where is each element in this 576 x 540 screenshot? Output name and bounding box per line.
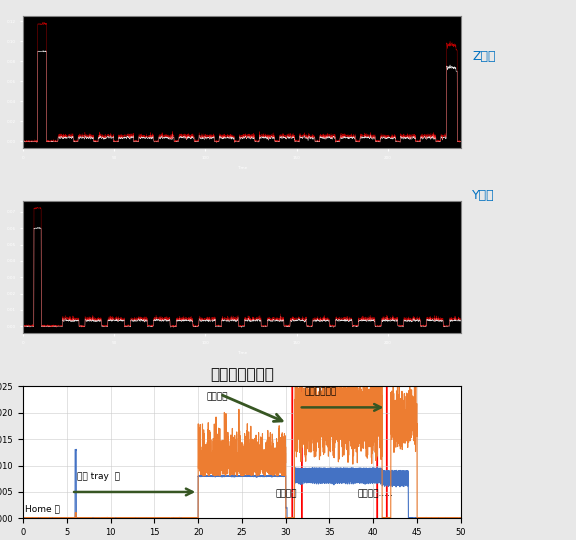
Text: 滑軌螺桿運動: 滑軌螺桿運動 (305, 387, 337, 396)
設備檯面 (346, 465, 353, 472)
Text: Y軸向: Y軸向 (472, 189, 495, 202)
Line: 設備檯面: 設備檯面 (23, 449, 461, 519)
龍門架(相機) (316, 350, 323, 357)
Text: 移動 tray  盤: 移動 tray 盤 (77, 472, 120, 481)
設備檯面 (187, 516, 194, 522)
設備檯面 (457, 515, 464, 521)
設備檯面 (73, 446, 79, 453)
設備檯面 (305, 467, 312, 473)
龍門架(相機) (380, 515, 386, 521)
Text: 第一測點: 第一測點 (275, 489, 297, 498)
Legend: 設備檯面, 龍門架(相機): 設備檯面, 龍門架(相機) (171, 535, 313, 540)
X-axis label: Time: Time (237, 350, 247, 355)
設備檯面 (168, 516, 175, 523)
龍門架(相機) (187, 515, 194, 522)
設備檯面 (282, 504, 289, 511)
龍門架(相機) (457, 515, 464, 522)
設備檯面 (20, 515, 26, 522)
設備檯面 (99, 516, 106, 522)
龍門架(相機) (20, 515, 26, 521)
龍門架(相機) (154, 515, 161, 522)
龍門架(相機) (346, 402, 353, 408)
Title: 檢查機動作流程: 檢查機動作流程 (210, 367, 274, 382)
X-axis label: Time: Time (237, 166, 247, 170)
Text: 第二測點.....: 第二測點..... (358, 489, 393, 498)
設備檯面 (380, 468, 386, 474)
Text: Home 點: Home 點 (25, 504, 60, 514)
龍門架(相機) (304, 435, 311, 442)
Text: 移動相機: 移動相機 (207, 393, 229, 401)
Text: Z軸向: Z軸向 (472, 50, 496, 63)
Line: 龍門架(相機): 龍門架(相機) (23, 354, 461, 518)
龍門架(相機) (282, 444, 289, 450)
龍門架(相機) (99, 515, 106, 521)
